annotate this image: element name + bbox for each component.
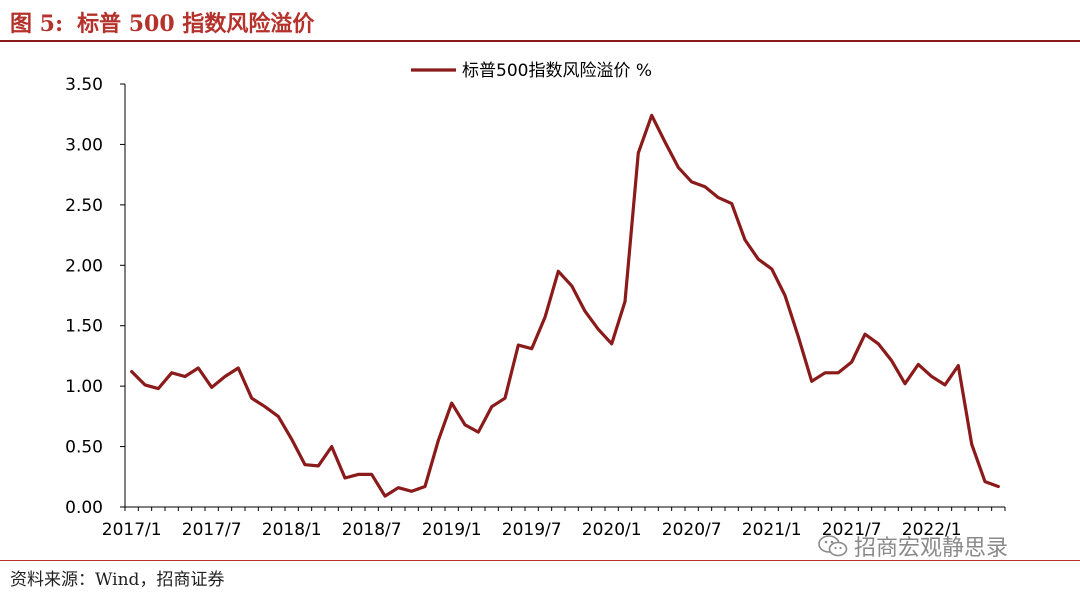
x-tick-label: 2018/1: [262, 520, 322, 540]
wechat-icon: [818, 535, 848, 557]
watermark-text: 招商宏观静思录: [854, 536, 1009, 561]
figure-title: 图 5: 标普 500 指数风险溢价: [10, 6, 314, 38]
y-tick-label: 1.50: [65, 317, 103, 337]
risk-premium-chart: 0.000.501.001.502.002.503.003.50 2017/1 2…: [65, 61, 1006, 540]
y-tick-label: 3.00: [65, 135, 103, 155]
chart-legend: 标普500指数风险溢价 %: [411, 61, 652, 81]
x-tick-label: 2019/1: [422, 520, 482, 540]
y-tick-label: 0.50: [65, 438, 103, 458]
y-tick-label: 0.00: [65, 498, 103, 518]
title-divider: [0, 40, 1080, 42]
x-tick-label: 2021/1: [742, 520, 802, 540]
y-tick-label: 1.00: [65, 377, 103, 397]
chart-series: [130, 113, 1000, 498]
figure-title-text: 标普 500 指数风险溢价: [77, 11, 315, 37]
x-tick-label: 2017/7: [182, 520, 242, 540]
x-tick-label: 2020/1: [582, 520, 642, 540]
watermark: 招商宏观静思录: [818, 530, 1008, 562]
source-note: 资料来源：Wind，招商证券: [10, 570, 225, 590]
y-axis-ticks: 0.00 0.50 1.00 1.50 2.00 2.50 3.00 3.50: [65, 75, 125, 518]
x-tick-label: 2020/7: [662, 520, 722, 540]
figure-title-label: 图 5:: [10, 11, 64, 37]
x-tick-label: 2019/7: [502, 520, 562, 540]
y-tick-label: 2.00: [65, 256, 103, 276]
footer-divider: [0, 560, 1080, 561]
chart-axes: [124, 84, 1005, 508]
x-tick-label: 2021/7: [822, 520, 882, 540]
x-tick-label: 2017/1: [102, 520, 162, 540]
y-tick-label: 2.50: [65, 196, 103, 216]
legend-label: 标普500指数风险溢价 %: [462, 61, 652, 81]
y-tick-label: 3.50: [65, 75, 103, 95]
x-tick-label: 2022/1: [902, 520, 962, 540]
series-line: [130, 113, 1000, 498]
x-axis-ticks: 2017/1 2017/7 2018/1 2018/7 2019/1 2019/7 2020…: [102, 507, 1006, 540]
x-tick-label: 2018/7: [342, 520, 402, 540]
